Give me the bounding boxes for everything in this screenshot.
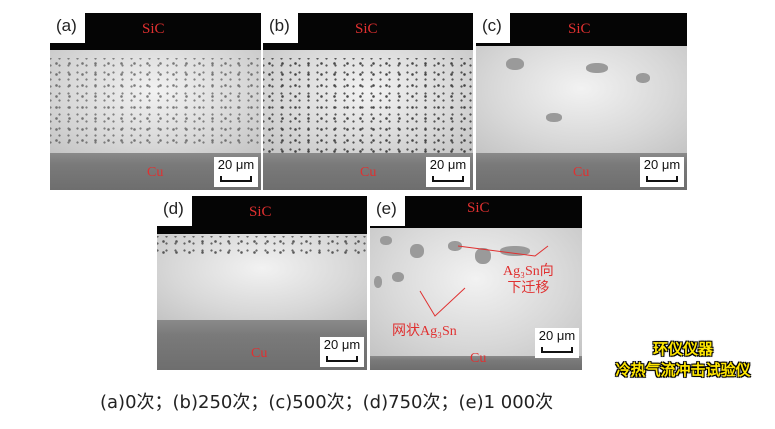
cu-label: Cu (573, 165, 590, 180)
cu-label: Cu (147, 165, 164, 180)
sic-label: SiC (249, 204, 272, 220)
micrograph-d: (d) SiC Cu 20 μm (157, 196, 367, 370)
cu-label: Cu (251, 346, 268, 361)
figure-caption: (a)0次；(b)250次；(c)500次；(d)750次；(e)1 000次 (100, 392, 554, 413)
scale-bar: 20 μm (426, 157, 470, 187)
migration-annotation: Ag₃Sn向 下迁移 (503, 264, 554, 296)
scale-bar: 20 μm (320, 337, 364, 367)
micrograph-e: (e) SiC Ag₃Sn向 下迁移 网状Ag₃Sn Cu 20 μm (370, 196, 582, 370)
cu-label: Cu (470, 351, 487, 366)
sic-label: SiC (355, 21, 378, 37)
panel-label: (e) (370, 196, 405, 226)
panel-label: (c) (476, 13, 510, 43)
sic-label: SiC (142, 21, 165, 37)
micrograph-c: (c) SiC Cu 20 μm (476, 13, 687, 190)
scale-bar: 20 μm (214, 157, 258, 187)
watermark: 环仪仪器 冷热气流冲击试验仪 (615, 341, 751, 379)
micrograph-b: (b) SiC Cu 20 μm (263, 13, 473, 190)
sic-label: SiC (568, 21, 591, 37)
panel-label: (b) (263, 13, 298, 43)
panel-label: (a) (50, 13, 85, 43)
panel-label: (d) (157, 196, 192, 226)
scale-bar: 20 μm (535, 328, 579, 358)
network-annotation: 网状Ag₃Sn (392, 324, 457, 339)
scale-bar: 20 μm (640, 157, 684, 187)
micrograph-a: (a) SiC Cu 20 μm (50, 13, 261, 190)
sic-label: SiC (467, 200, 490, 216)
cu-label: Cu (360, 165, 377, 180)
